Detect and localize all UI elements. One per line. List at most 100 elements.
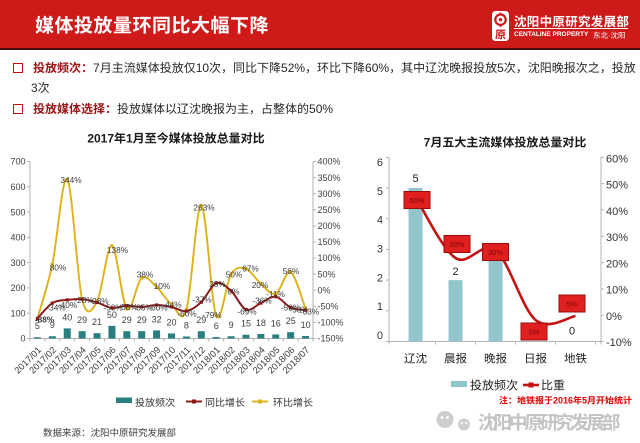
svg-text:同比增长: 同比增长 bbox=[205, 397, 245, 409]
svg-text:18: 18 bbox=[256, 318, 266, 328]
svg-text:-88%: -88% bbox=[35, 315, 55, 325]
svg-text:600: 600 bbox=[10, 182, 25, 192]
svg-text:16: 16 bbox=[271, 319, 281, 329]
svg-text:6: 6 bbox=[214, 321, 219, 331]
svg-text:60%: 60% bbox=[606, 154, 628, 166]
svg-text:晚报: 晚报 bbox=[484, 353, 507, 366]
svg-text:-60%: -60% bbox=[177, 309, 197, 319]
svg-text:0%: 0% bbox=[228, 287, 241, 297]
svg-text:原: 原 bbox=[495, 30, 506, 42]
svg-text:0: 0 bbox=[377, 330, 383, 342]
svg-text:-50%: -50% bbox=[318, 302, 339, 312]
svg-text:5: 5 bbox=[35, 321, 40, 331]
svg-text:32: 32 bbox=[152, 314, 162, 324]
svg-text:20: 20 bbox=[166, 317, 176, 327]
svg-text:50%: 50% bbox=[226, 270, 243, 280]
svg-text:50%: 50% bbox=[606, 180, 628, 192]
svg-text:4: 4 bbox=[377, 215, 383, 227]
svg-text:263%: 263% bbox=[193, 203, 215, 213]
svg-text:100%: 100% bbox=[318, 253, 341, 263]
svg-text:日报: 日报 bbox=[524, 353, 547, 366]
svg-text:6: 6 bbox=[377, 157, 383, 169]
svg-text:-44%: -44% bbox=[162, 300, 182, 310]
svg-text:1: 1 bbox=[377, 301, 383, 313]
svg-text:400: 400 bbox=[10, 233, 25, 243]
svg-text:5: 5 bbox=[412, 173, 418, 185]
svg-text:投放频次: 投放频次 bbox=[470, 379, 518, 393]
svg-text:100: 100 bbox=[10, 308, 25, 318]
svg-text:150%: 150% bbox=[318, 237, 341, 247]
svg-text:-65%: -65% bbox=[133, 303, 153, 313]
svg-text:29: 29 bbox=[122, 315, 132, 325]
svg-text:350%: 350% bbox=[318, 173, 341, 183]
svg-text:700: 700 bbox=[10, 157, 25, 167]
svg-text:0: 0 bbox=[569, 326, 575, 338]
svg-text:138%: 138% bbox=[107, 245, 129, 255]
svg-text:200%: 200% bbox=[318, 221, 341, 231]
svg-text:500: 500 bbox=[10, 207, 25, 217]
svg-text:400%: 400% bbox=[318, 157, 341, 167]
svg-text:-100%: -100% bbox=[318, 318, 344, 328]
svg-text:-11%: -11% bbox=[266, 289, 285, 299]
svg-text:300%: 300% bbox=[318, 189, 341, 199]
svg-text:0%: 0% bbox=[318, 285, 331, 295]
svg-text:40%: 40% bbox=[606, 206, 628, 218]
svg-text:5%: 5% bbox=[567, 299, 578, 308]
svg-text:2: 2 bbox=[452, 266, 458, 278]
svg-text:数据来源：沈阳中原研究发展部: 数据来源：沈阳中原研究发展部 bbox=[43, 427, 176, 439]
svg-text:15: 15 bbox=[241, 319, 251, 329]
svg-text:辽沈: 辽沈 bbox=[404, 353, 427, 366]
svg-text:25: 25 bbox=[286, 316, 296, 326]
svg-text:10%: 10% bbox=[606, 285, 628, 297]
svg-text:0%: 0% bbox=[606, 311, 622, 323]
svg-text:2017年1月至今媒体投放总量对比: 2017年1月至今媒体投放总量对比 bbox=[87, 132, 264, 146]
svg-text:-58%: -58% bbox=[289, 305, 309, 315]
svg-text:300: 300 bbox=[10, 258, 25, 268]
svg-text:0: 0 bbox=[20, 334, 25, 344]
svg-text:29: 29 bbox=[196, 315, 206, 325]
svg-text:5: 5 bbox=[377, 186, 383, 198]
svg-text:9: 9 bbox=[229, 320, 234, 330]
svg-text:3: 3 bbox=[377, 244, 383, 256]
svg-text:20%: 20% bbox=[606, 258, 628, 270]
svg-text:50: 50 bbox=[107, 310, 117, 320]
svg-text:20%: 20% bbox=[449, 240, 464, 249]
svg-text:-50%: -50% bbox=[281, 303, 301, 313]
svg-text:20%: 20% bbox=[209, 279, 226, 289]
svg-text:80%: 80% bbox=[50, 263, 67, 273]
svg-text:50%: 50% bbox=[409, 196, 424, 205]
svg-text:-79%: -79% bbox=[202, 310, 222, 320]
svg-text:-58%: -58% bbox=[118, 302, 138, 312]
svg-text:-10%: -10% bbox=[606, 337, 632, 349]
svg-text:20%: 20% bbox=[252, 280, 269, 290]
svg-text:-40%: -40% bbox=[58, 300, 78, 310]
svg-text:29: 29 bbox=[77, 315, 87, 325]
svg-text:-150%: -150% bbox=[318, 334, 344, 344]
svg-text:-69%: -69% bbox=[237, 307, 257, 317]
svg-text:晨报: 晨报 bbox=[444, 353, 467, 366]
svg-text:50%: 50% bbox=[318, 269, 336, 279]
svg-text:21: 21 bbox=[92, 317, 102, 327]
svg-text:-37%: -37% bbox=[192, 295, 212, 305]
svg-text:-28%: -28% bbox=[74, 295, 94, 305]
svg-text:30%: 30% bbox=[606, 232, 628, 244]
svg-text:10%: 10% bbox=[154, 281, 171, 291]
svg-text:-50%: -50% bbox=[103, 303, 123, 313]
svg-text:30%: 30% bbox=[488, 248, 503, 257]
svg-text:-63%: -63% bbox=[300, 307, 320, 317]
svg-text:投放频次: 投放频次 bbox=[135, 397, 175, 409]
svg-text:比重: 比重 bbox=[541, 379, 565, 393]
svg-text:-34%: -34% bbox=[46, 303, 66, 313]
svg-text:-36%: -36% bbox=[252, 296, 272, 306]
svg-text:200: 200 bbox=[10, 283, 25, 293]
svg-text:-60%: -60% bbox=[148, 303, 168, 313]
svg-text:7月五大主流媒体投放总量对比: 7月五大主流媒体投放总量对比 bbox=[424, 136, 587, 150]
svg-text:环比增长: 环比增长 bbox=[273, 397, 313, 409]
svg-text:-28%: -28% bbox=[89, 296, 109, 306]
svg-text:注：地铁报于2016年5月开始统计: 注：地铁报于2016年5月开始统计 bbox=[499, 396, 632, 406]
svg-text:8: 8 bbox=[184, 321, 189, 331]
svg-text:67%: 67% bbox=[242, 264, 259, 274]
svg-text:40: 40 bbox=[62, 312, 72, 322]
svg-text:9: 9 bbox=[50, 320, 55, 330]
svg-text:2: 2 bbox=[377, 272, 383, 284]
